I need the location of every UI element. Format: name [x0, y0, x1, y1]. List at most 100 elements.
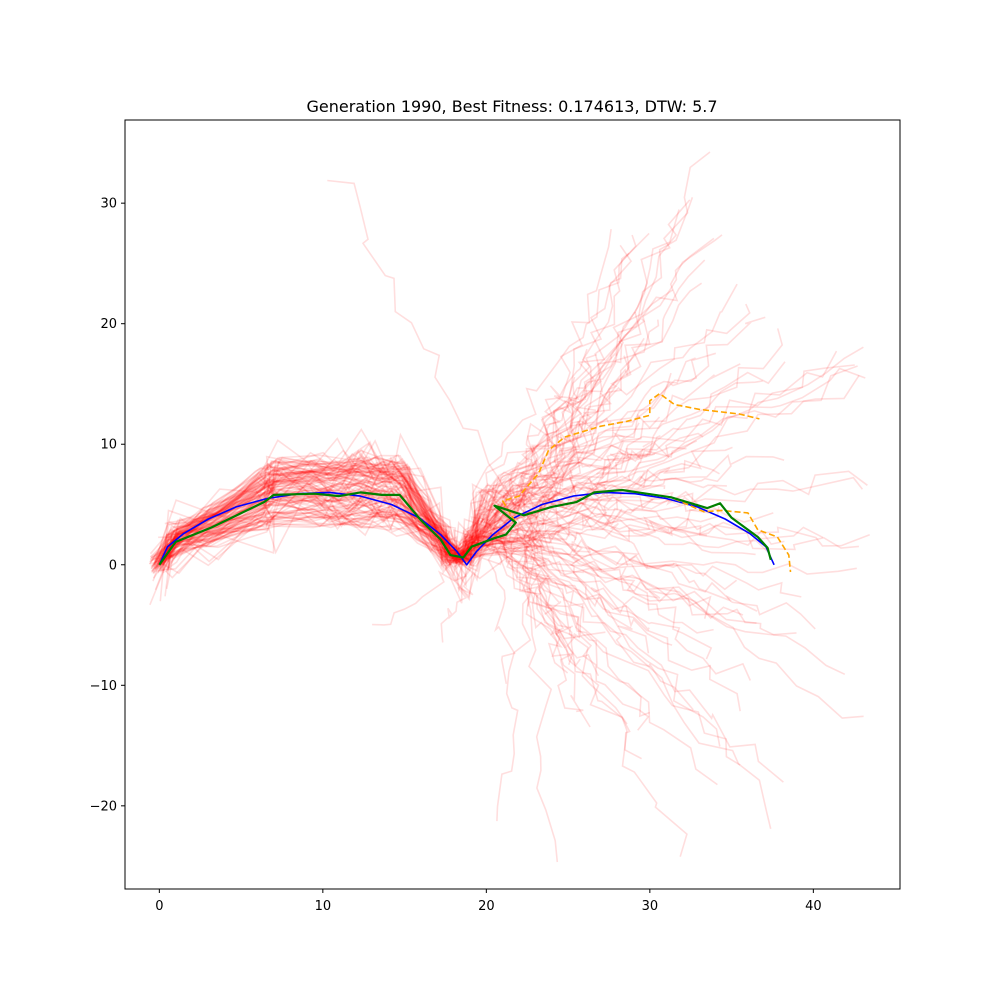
population-layer [148, 151, 870, 863]
x-tick-label: 0 [155, 899, 163, 914]
population-trajectory [157, 435, 661, 573]
y-tick-label: 30 [100, 197, 117, 212]
population-trajectory [160, 427, 727, 564]
population-trajectory [153, 413, 661, 568]
population-trajectory [161, 151, 711, 567]
population-trajectory [162, 511, 673, 646]
population-trajectory [157, 417, 612, 570]
population-trajectory [166, 459, 720, 568]
population-trajectory [165, 488, 864, 719]
series-layer [158, 392, 792, 573]
population-trajectory [157, 500, 642, 760]
population-trajectory [162, 454, 785, 574]
population-trajectory [150, 481, 503, 643]
population-trajectory [159, 500, 675, 570]
population-trajectory [156, 459, 785, 575]
candidate-tail-series-line [594, 489, 792, 573]
population-trajectory [151, 374, 860, 568]
population-trajectory [153, 476, 857, 575]
population-trajectory [158, 495, 574, 649]
population-trajectory [158, 493, 574, 666]
population-trajectory [154, 466, 859, 567]
population-trajectory [155, 485, 772, 829]
population-trajectory [153, 460, 516, 684]
population-trajectory [159, 486, 738, 591]
y-tick-label: 0 [109, 558, 117, 573]
population-trajectory [152, 466, 784, 783]
axes-layer: 0 10 20 30 40 −20 −10 0 10 20 30 [90, 119, 901, 914]
population-trajectory [163, 481, 756, 561]
population-trajectory [154, 289, 674, 570]
population-trajectory [160, 337, 645, 565]
population-trajectory [154, 446, 733, 560]
population-trajectory [163, 457, 797, 636]
population-trajectory [167, 495, 695, 564]
population-trajectory [165, 364, 855, 602]
population-trajectory [162, 437, 591, 728]
y-tick-label: −10 [90, 679, 117, 694]
population-trajectory [157, 199, 691, 559]
population-trajectory [167, 459, 733, 563]
population-trajectory [149, 489, 744, 620]
population-trajectory [160, 505, 688, 857]
population-trajectory [149, 357, 696, 558]
population-trajectory [153, 454, 768, 574]
population-trajectory [157, 237, 715, 568]
population-trajectory [164, 449, 650, 731]
population-trajectory [158, 465, 708, 566]
population-trajectory [167, 451, 666, 572]
population-trajectory [151, 228, 612, 572]
population-trajectory [165, 440, 698, 590]
population-trajectory [153, 461, 868, 564]
population-trajectory [154, 319, 660, 569]
population-trajectory [150, 422, 640, 564]
population-trajectory [151, 440, 816, 630]
x-tick-label: 10 [315, 899, 332, 914]
population-trajectory [152, 232, 650, 575]
population-trajectory [162, 482, 712, 619]
population-trajectory [165, 472, 694, 711]
chart-title: Generation 1990, Best Fitness: 0.174613,… [306, 97, 717, 116]
population-trajectory [157, 484, 741, 766]
population-trajectory [159, 508, 580, 639]
population-trajectory [150, 179, 511, 563]
population-trajectory [168, 316, 766, 560]
population-trajectory [165, 361, 786, 562]
population-trajectory [154, 432, 704, 570]
population-trajectory [156, 493, 723, 571]
population-trajectory [164, 511, 752, 681]
population-trajectory [161, 376, 576, 572]
population-trajectory [162, 464, 665, 558]
population-trajectory [162, 471, 774, 583]
population-trajectory [166, 346, 864, 571]
x-tick-label: 40 [805, 899, 822, 914]
population-trajectory [152, 234, 723, 560]
population-trajectory [164, 352, 717, 560]
population-trajectory [166, 439, 581, 667]
population-trajectory [154, 252, 630, 591]
population-trajectory [154, 463, 714, 634]
population-trajectory [155, 353, 597, 564]
x-tick-label: 20 [478, 899, 495, 914]
population-trajectory [153, 283, 738, 570]
population-trajectory [163, 500, 802, 598]
population-trajectory [151, 367, 866, 572]
population-trajectory [164, 484, 713, 660]
population-trajectory [167, 456, 870, 565]
population-trajectory [150, 209, 680, 569]
population-trajectory [151, 234, 637, 580]
population-trajectory [159, 244, 633, 588]
population-trajectory [149, 463, 606, 637]
population-trajectory [148, 464, 559, 863]
population-trajectory [162, 486, 623, 566]
population-trajectory [150, 477, 584, 713]
population-trajectory [168, 197, 694, 553]
best-series-line [158, 488, 772, 566]
population-trajectory [157, 446, 687, 572]
population-trajectory [150, 355, 632, 570]
population-trajectory [152, 303, 751, 582]
population-trajectory [160, 348, 588, 562]
x-tick-label: 30 [642, 899, 659, 914]
population-trajectory [158, 259, 706, 568]
